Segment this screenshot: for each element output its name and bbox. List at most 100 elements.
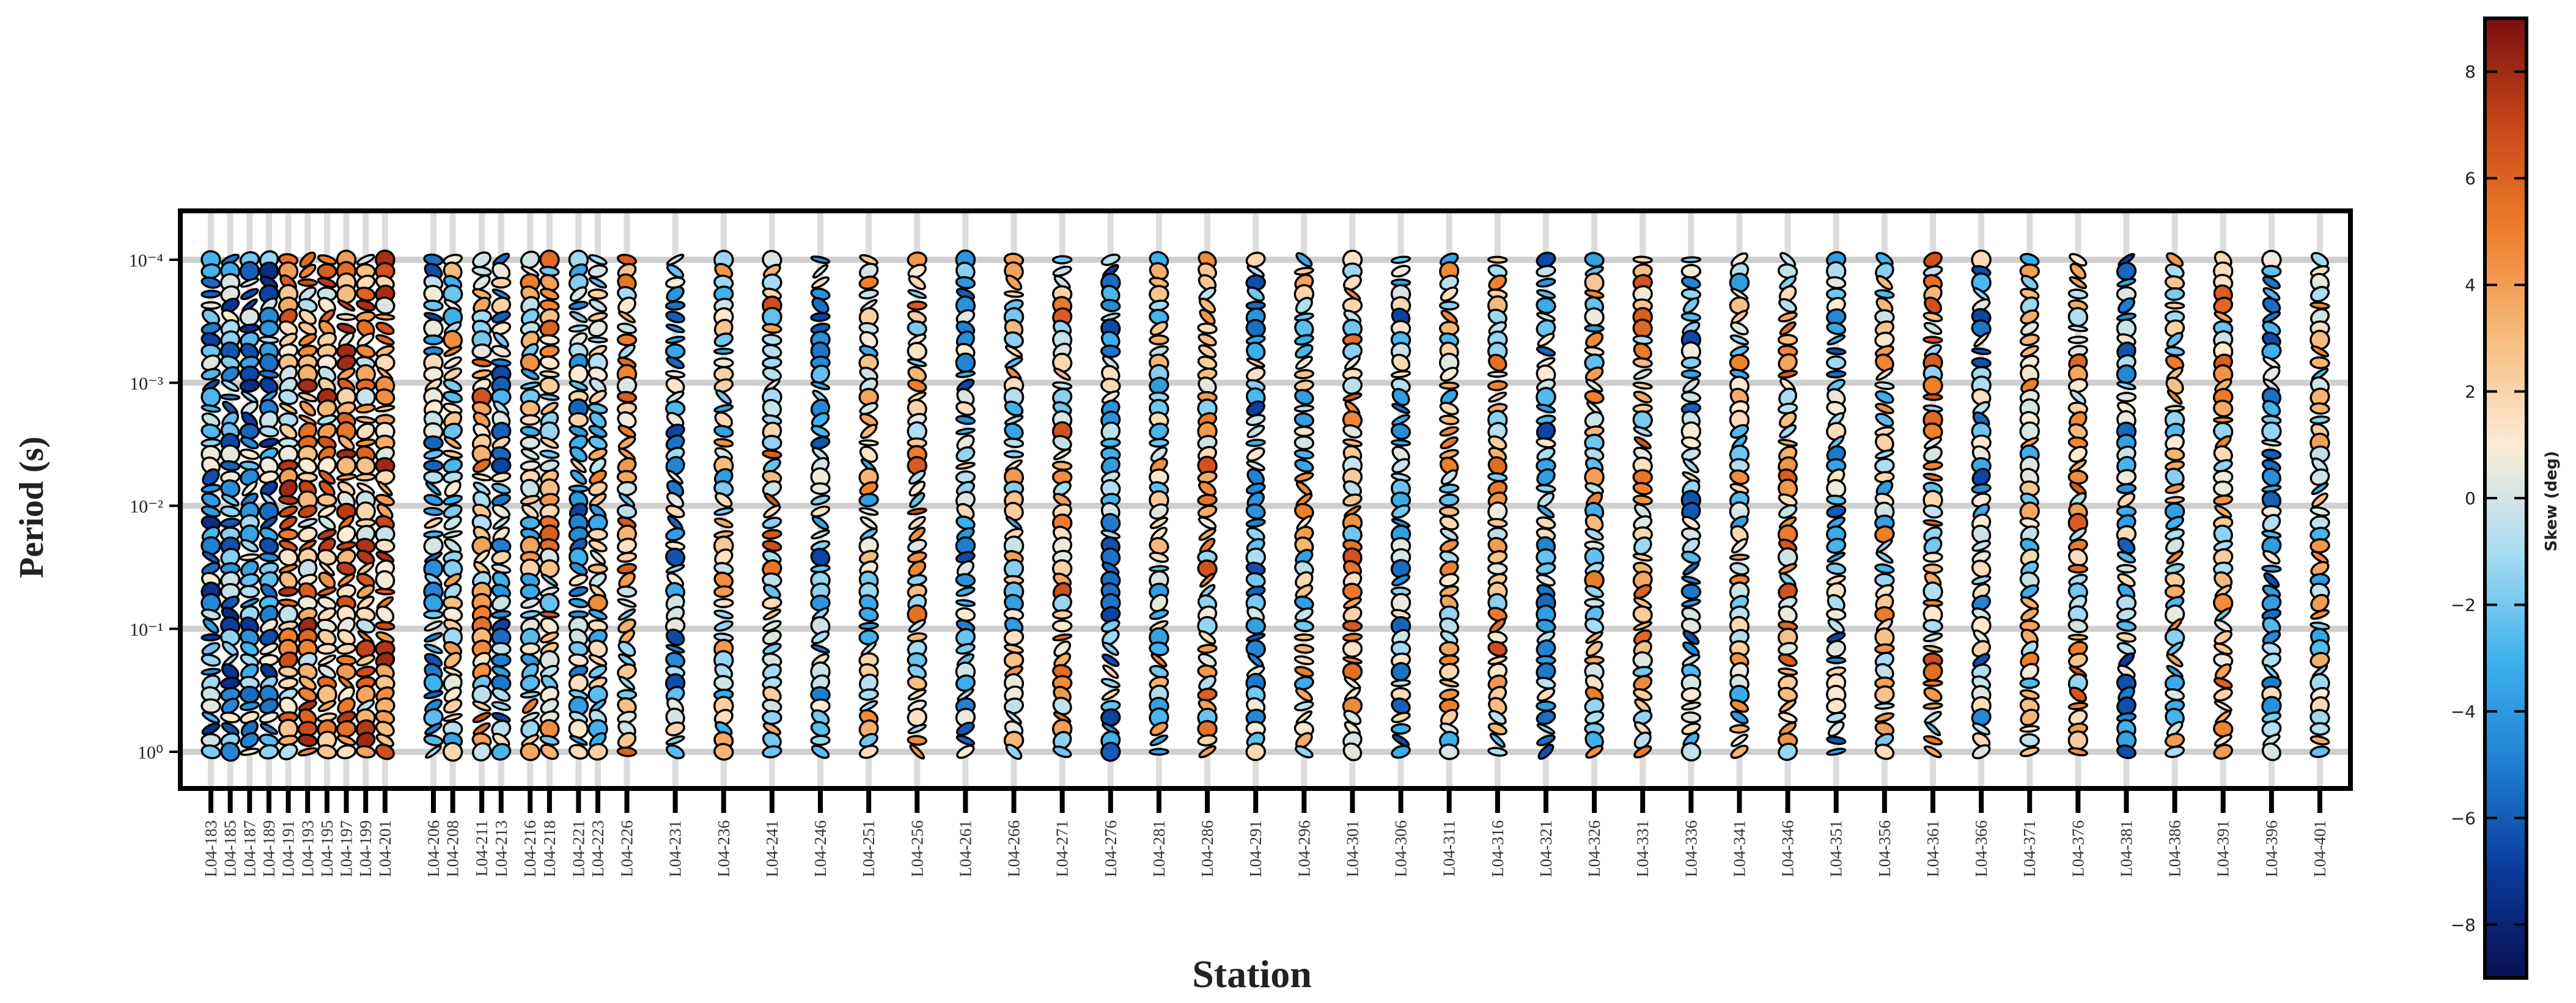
skew-ellipse: [491, 504, 511, 519]
skew-ellipse: [1439, 414, 1460, 425]
skew-ellipse: [907, 724, 927, 735]
skew-ellipse: [424, 620, 443, 632]
station-label: L04-296: [1295, 820, 1313, 877]
skew-ellipse: [278, 548, 299, 567]
skew-ellipse: [568, 673, 589, 693]
skew-ellipse: [442, 741, 463, 762]
skew-ellipse: [907, 735, 927, 746]
skew-ellipse: [569, 380, 589, 392]
skew-ellipse: [424, 516, 443, 529]
skew-ellipse: [443, 391, 463, 403]
station-label: L04-185: [221, 820, 240, 877]
skew-ellipse: [336, 744, 357, 760]
skew-ellipse: [239, 700, 260, 711]
station-label: L04-336: [1682, 820, 1700, 877]
skew-ellipse: [356, 332, 375, 348]
skew-ellipse: [1536, 437, 1556, 449]
skew-ellipse: [587, 336, 608, 344]
skew-ellipse: [471, 344, 492, 359]
skew-ellipse: [491, 457, 512, 474]
skew-ellipse: [1777, 667, 1798, 676]
skew-ellipse: [336, 561, 356, 576]
skew-ellipse: [617, 436, 636, 450]
skew-ellipse: [278, 494, 299, 505]
skew-ellipse: [2165, 483, 2185, 494]
skew-ellipse: [2067, 747, 2088, 757]
skew-ellipse: [539, 287, 559, 301]
skew-ellipse: [1342, 639, 1363, 658]
skew-ellipse: [201, 423, 221, 439]
colorbar-tick-label: −4: [2451, 702, 2476, 722]
station-label: L04-311: [1440, 820, 1459, 876]
skew-ellipse: [539, 355, 560, 370]
skew-ellipse: [665, 310, 685, 323]
skew-ellipse: [1051, 460, 1073, 471]
skew-ellipse: [201, 633, 221, 642]
skew-ellipse: [2309, 301, 2330, 310]
skew-ellipse: [618, 493, 636, 508]
skew-ellipse: [520, 414, 540, 426]
skew-ellipse: [2019, 733, 2040, 748]
skew-ellipse: [377, 480, 393, 496]
skew-ellipse: [279, 696, 298, 716]
skew-ellipse: [1197, 734, 1218, 747]
skew-ellipse: [1584, 324, 1605, 333]
skew-ellipse: [317, 277, 337, 288]
skew-ellipse: [616, 551, 638, 563]
skew-ellipse: [443, 378, 463, 393]
skew-ellipse: [520, 381, 540, 390]
skew-ellipse: [762, 620, 782, 632]
skew-ellipse: [1778, 653, 1798, 667]
skew-ellipse: [665, 336, 686, 344]
skew-ellipse: [810, 381, 831, 391]
skew-ellipse: [297, 278, 318, 287]
skew-ellipse: [810, 255, 831, 264]
skew-ellipse: [2067, 336, 2089, 344]
skew-ellipse: [444, 480, 462, 498]
skew-ellipse: [375, 313, 396, 321]
skew-ellipse: [858, 507, 879, 516]
skew-ellipse: [2309, 722, 2330, 736]
skew-ellipse: [1923, 686, 1943, 702]
skew-ellipse: [219, 460, 241, 471]
skew-ellipse: [665, 628, 685, 647]
skew-ellipse: [220, 741, 241, 762]
skew-ellipse: [318, 469, 336, 485]
skew-ellipse: [1004, 400, 1024, 417]
skew-ellipse: [520, 479, 540, 499]
skew-ellipse: [1487, 518, 1508, 528]
skew-ellipse: [1004, 345, 1023, 358]
y-tick-label: 10⁰: [138, 743, 163, 763]
skew-ellipse: [1003, 697, 1025, 715]
skew-ellipse: [569, 446, 588, 463]
skew-ellipse: [1294, 425, 1315, 437]
skew-ellipse: [337, 299, 356, 312]
skew-ellipse: [588, 654, 608, 667]
skew-ellipse: [201, 698, 221, 714]
skew-ellipse: [520, 597, 540, 609]
skew-ellipse: [356, 595, 375, 611]
skew-ellipse: [1342, 620, 1363, 632]
skew-ellipse: [1632, 553, 1653, 562]
skew-ellipse: [858, 622, 879, 630]
skew-ellipse: [2020, 746, 2040, 757]
skew-ellipse: [202, 468, 220, 487]
skew-ellipse: [762, 458, 781, 474]
skew-ellipse: [201, 301, 221, 310]
skew-ellipse: [1005, 710, 1023, 725]
skew-ellipse: [665, 377, 685, 395]
skew-ellipse: [201, 711, 221, 724]
skew-ellipse: [1391, 744, 1411, 759]
skew-ellipse: [811, 412, 830, 428]
skew-ellipse: [1826, 347, 1847, 356]
skew-ellipse: [298, 414, 317, 426]
skew-ellipse: [858, 688, 879, 701]
skew-ellipse: [1923, 735, 1943, 746]
station-label: L04-266: [1005, 820, 1023, 877]
skew-ellipse: [617, 598, 637, 608]
skew-ellipse: [956, 744, 975, 759]
colorbar-tick-label: 8: [2465, 62, 2476, 82]
skew-ellipse: [1584, 252, 1605, 268]
skew-ellipse: [539, 449, 560, 459]
skew-ellipse: [1004, 356, 1023, 369]
